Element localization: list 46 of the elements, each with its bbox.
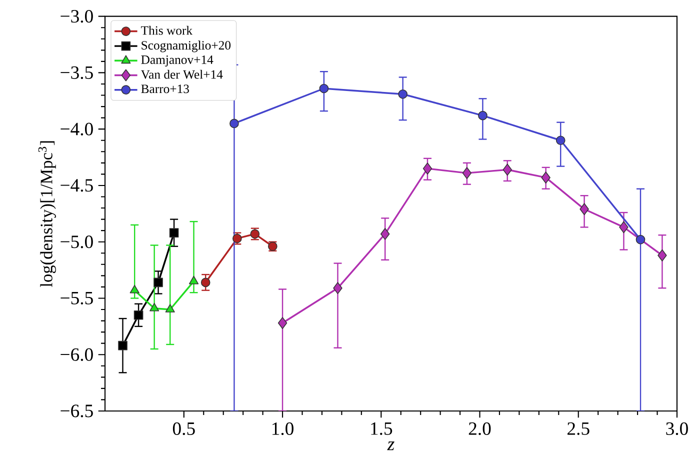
y-tick-label: −5.5 bbox=[60, 292, 93, 304]
point bbox=[422, 162, 432, 175]
legend-label: Barro+13 bbox=[141, 84, 189, 94]
x-tick-label: 0.5 bbox=[172, 422, 195, 436]
legend-label: Van der Wel+14 bbox=[140, 70, 223, 79]
point bbox=[658, 249, 667, 262]
point bbox=[154, 278, 163, 288]
y-tick-label: −4.5 bbox=[60, 179, 93, 192]
y-tick-label: −4.0 bbox=[60, 122, 93, 136]
point bbox=[150, 302, 160, 312]
y-tick-label: −3.5 bbox=[60, 66, 93, 80]
y-axis-title: log(density)[1/Mpc$^{3}$] bbox=[38, 141, 56, 287]
point bbox=[619, 221, 628, 234]
point bbox=[580, 203, 589, 216]
point bbox=[636, 234, 646, 244]
point bbox=[134, 310, 144, 320]
point bbox=[130, 284, 140, 294]
point bbox=[380, 228, 390, 240]
point bbox=[398, 89, 408, 99]
point bbox=[556, 136, 566, 146]
legend-label: This work bbox=[141, 26, 193, 35]
point bbox=[319, 84, 329, 94]
x-tick-label: 3.0 bbox=[666, 422, 688, 436]
point bbox=[188, 276, 199, 284]
legend-label: Scognamiglio+20 bbox=[142, 40, 231, 52]
y-tick-label: −6.0 bbox=[60, 348, 93, 361]
x-tick-label: 1.0 bbox=[272, 422, 294, 436]
point bbox=[278, 317, 288, 330]
y-tick-label: −6.5 bbox=[60, 404, 93, 418]
point bbox=[462, 167, 472, 180]
legend-label: Damjanov+14 bbox=[141, 55, 214, 67]
y-tick-label: −3.0 bbox=[60, 10, 93, 23]
point bbox=[169, 228, 179, 238]
point bbox=[541, 172, 550, 184]
x-axis-title: z bbox=[387, 442, 394, 450]
x-tick-label: 2.0 bbox=[468, 422, 491, 436]
point bbox=[333, 282, 342, 294]
point bbox=[502, 164, 512, 176]
point bbox=[478, 110, 488, 120]
point bbox=[118, 340, 128, 350]
point bbox=[230, 118, 239, 128]
x-tick-label: 1.5 bbox=[371, 422, 392, 435]
point bbox=[165, 304, 175, 312]
y-tick-label: −5.0 bbox=[60, 236, 93, 248]
point bbox=[200, 278, 210, 288]
x-tick-label: 2.5 bbox=[568, 422, 590, 435]
